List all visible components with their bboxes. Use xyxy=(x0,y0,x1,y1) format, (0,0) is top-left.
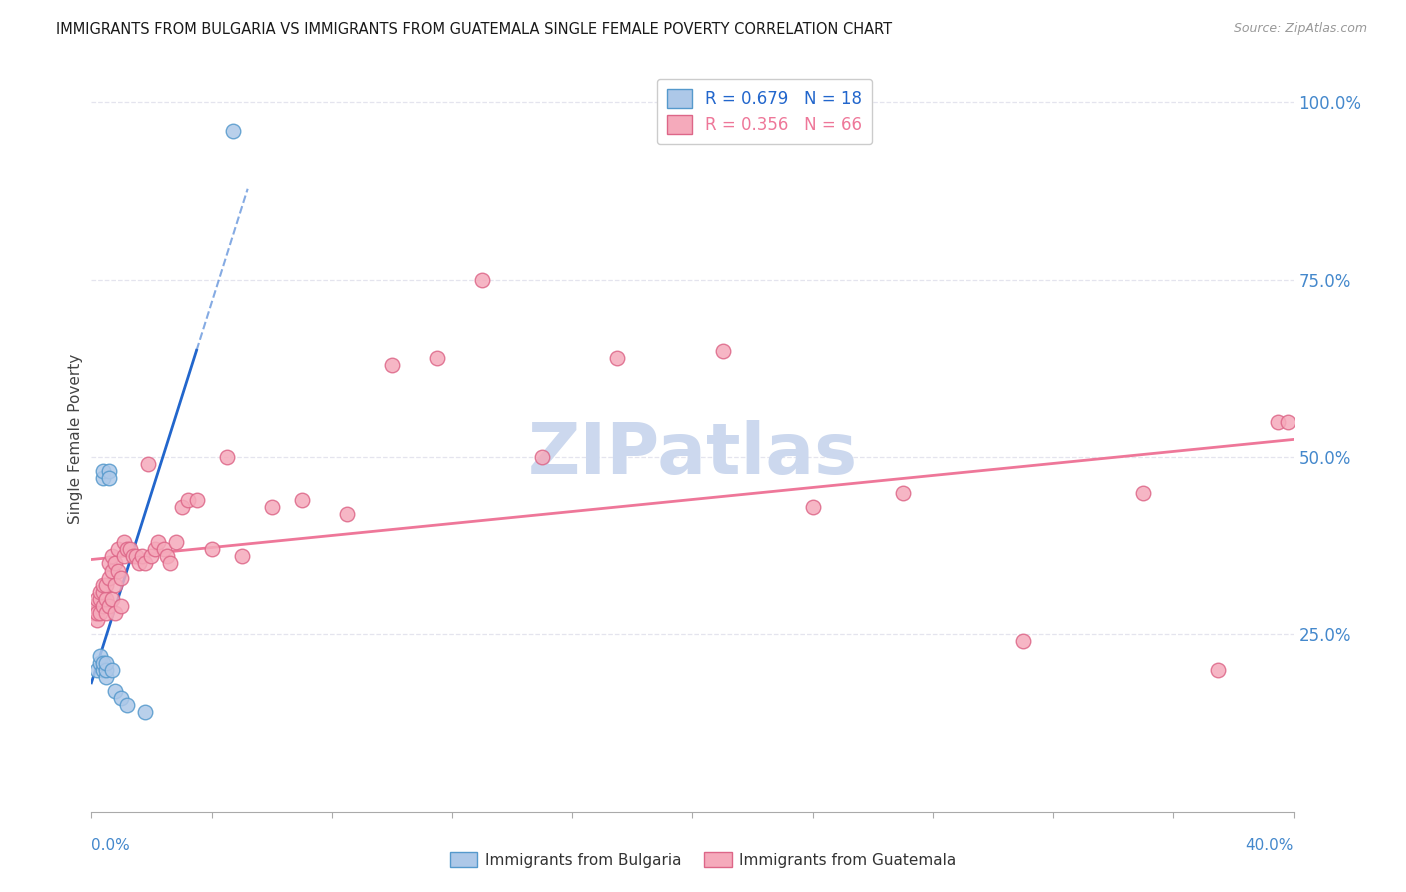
Point xyxy=(134,557,156,571)
Text: Source: ZipAtlas.com: Source: ZipAtlas.com xyxy=(1233,22,1367,36)
Point xyxy=(86,663,108,677)
Point xyxy=(381,358,404,372)
Point xyxy=(152,542,174,557)
Point xyxy=(215,450,238,464)
Point xyxy=(96,606,118,620)
Point xyxy=(114,549,136,564)
Point xyxy=(141,549,163,564)
Point xyxy=(110,691,132,706)
Point xyxy=(96,591,118,606)
Point xyxy=(89,591,111,606)
Point xyxy=(291,492,314,507)
Point xyxy=(891,485,914,500)
Point xyxy=(131,549,153,564)
Point xyxy=(176,492,198,507)
Point xyxy=(1132,485,1154,500)
Point xyxy=(89,648,111,663)
Point xyxy=(98,471,121,485)
Point xyxy=(146,535,169,549)
Point xyxy=(260,500,283,514)
Point xyxy=(531,450,554,464)
Point xyxy=(1267,415,1289,429)
Point xyxy=(101,564,124,578)
Point xyxy=(101,591,124,606)
Point xyxy=(107,542,129,557)
Point xyxy=(110,571,132,585)
Point xyxy=(170,500,193,514)
Text: IMMIGRANTS FROM BULGARIA VS IMMIGRANTS FROM GUATEMALA SINGLE FEMALE POVERTY CORR: IMMIGRANTS FROM BULGARIA VS IMMIGRANTS F… xyxy=(56,22,893,37)
Point xyxy=(606,351,628,365)
Point xyxy=(98,571,121,585)
Point xyxy=(165,535,187,549)
Point xyxy=(125,549,148,564)
Point xyxy=(93,584,115,599)
Point xyxy=(93,578,115,592)
Point xyxy=(107,564,129,578)
Point xyxy=(117,698,139,713)
Point xyxy=(114,535,136,549)
Point xyxy=(1277,415,1299,429)
Point xyxy=(128,557,150,571)
Point xyxy=(1012,634,1035,648)
Point xyxy=(201,542,224,557)
Point xyxy=(159,557,181,571)
Point xyxy=(93,599,115,613)
Point xyxy=(186,492,208,507)
Point xyxy=(86,591,108,606)
Point xyxy=(101,549,124,564)
Point xyxy=(93,663,115,677)
Point xyxy=(426,351,449,365)
Legend: Immigrants from Bulgaria, Immigrants from Guatemala: Immigrants from Bulgaria, Immigrants fro… xyxy=(443,846,963,873)
Point xyxy=(134,706,156,720)
Point xyxy=(138,457,160,471)
Point xyxy=(101,663,124,677)
Point xyxy=(96,670,118,684)
Point xyxy=(96,578,118,592)
Point xyxy=(711,343,734,358)
Point xyxy=(89,606,111,620)
Legend: R = 0.679   N = 18, R = 0.356   N = 66: R = 0.679 N = 18, R = 0.356 N = 66 xyxy=(657,79,872,145)
Point xyxy=(143,542,166,557)
Point xyxy=(98,599,121,613)
Text: 0.0%: 0.0% xyxy=(91,838,131,853)
Text: ZIPatlas: ZIPatlas xyxy=(527,420,858,489)
Point xyxy=(104,684,127,698)
Point xyxy=(83,599,105,613)
Point xyxy=(93,471,115,485)
Point xyxy=(98,557,121,571)
Point xyxy=(801,500,824,514)
Point xyxy=(1208,663,1230,677)
Point xyxy=(93,464,115,478)
Point xyxy=(120,542,142,557)
Point xyxy=(96,656,118,670)
Point xyxy=(221,124,243,138)
Point xyxy=(110,599,132,613)
Y-axis label: Single Female Poverty: Single Female Poverty xyxy=(67,354,83,524)
Point xyxy=(231,549,253,564)
Point xyxy=(89,584,111,599)
Point xyxy=(122,549,145,564)
Point xyxy=(86,606,108,620)
Point xyxy=(155,549,177,564)
Point xyxy=(104,578,127,592)
Point xyxy=(104,606,127,620)
Point xyxy=(104,557,127,571)
Point xyxy=(89,656,111,670)
Point xyxy=(83,606,105,620)
Text: 40.0%: 40.0% xyxy=(1246,838,1294,853)
Point xyxy=(117,542,139,557)
Point xyxy=(86,613,108,627)
Point xyxy=(96,663,118,677)
Point xyxy=(93,656,115,670)
Point xyxy=(336,507,359,521)
Point xyxy=(471,273,494,287)
Point xyxy=(98,464,121,478)
